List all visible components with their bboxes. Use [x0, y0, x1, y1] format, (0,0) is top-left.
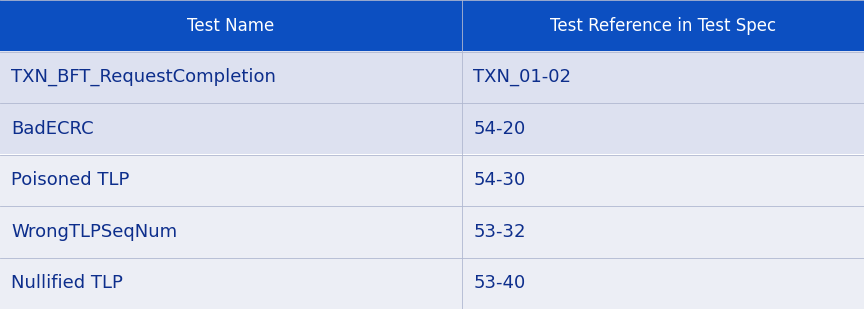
Bar — [462, 103, 864, 154]
Bar — [462, 206, 864, 257]
Bar — [0, 52, 462, 103]
Text: Test Name: Test Name — [187, 17, 275, 35]
Text: WrongTLPSeqNum: WrongTLPSeqNum — [11, 223, 177, 241]
Text: BadECRC: BadECRC — [11, 120, 94, 138]
Bar — [462, 154, 864, 206]
Bar — [0, 257, 462, 309]
Text: Poisoned TLP: Poisoned TLP — [11, 171, 130, 189]
Text: 54-20: 54-20 — [473, 120, 525, 138]
Text: Test Reference in Test Spec: Test Reference in Test Spec — [550, 17, 776, 35]
Text: TXN_BFT_RequestCompletion: TXN_BFT_RequestCompletion — [11, 68, 276, 87]
Text: 54-30: 54-30 — [473, 171, 525, 189]
Text: 53-40: 53-40 — [473, 274, 525, 292]
Text: Nullified TLP: Nullified TLP — [11, 274, 123, 292]
Text: TXN_01-02: TXN_01-02 — [473, 68, 571, 86]
Bar — [0, 103, 462, 154]
Bar — [462, 0, 864, 52]
Bar — [462, 257, 864, 309]
Bar — [0, 0, 462, 52]
Bar — [0, 206, 462, 257]
Text: 53-32: 53-32 — [473, 223, 526, 241]
Bar — [0, 154, 462, 206]
Bar — [462, 52, 864, 103]
